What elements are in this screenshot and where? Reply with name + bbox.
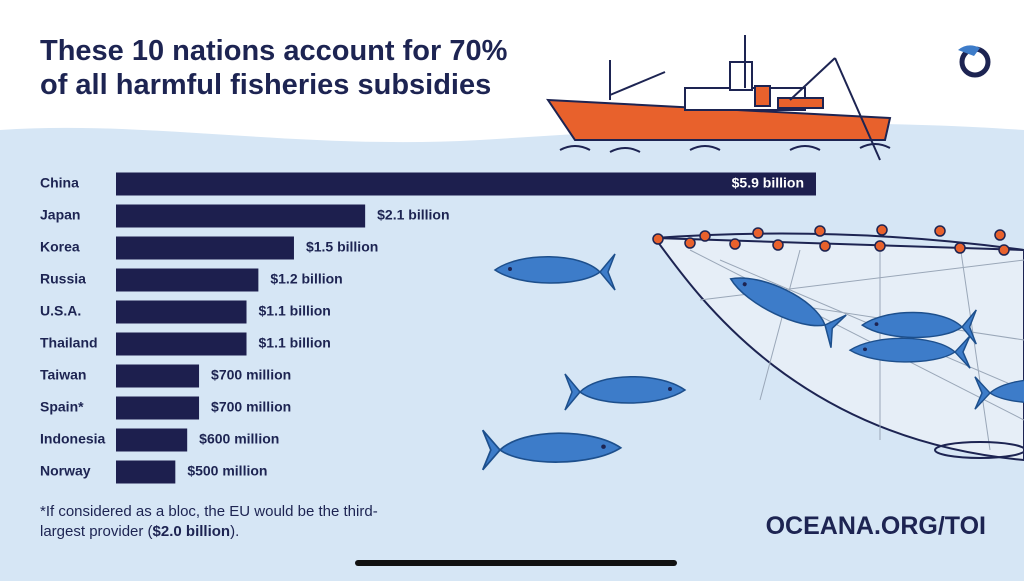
value-label: $5.9 billion [732,175,804,191]
footnote-text: ). [230,523,240,540]
value-label: $1.5 billion [306,239,378,255]
value-label: $2.1 billion [377,207,449,223]
bar [116,396,200,420]
source: OCEANA.ORG/TOI [765,512,986,540]
bar [116,332,247,356]
category-label: Spain* [40,399,84,415]
bar [116,364,200,388]
logo [958,45,991,78]
value-label: $700 million [211,367,291,383]
category-label: Thailand [40,335,98,351]
category-label: Norway [40,463,91,479]
bar [116,204,366,228]
bar [116,300,247,324]
value-label: $1.1 billion [259,303,331,319]
category-label: Russia [40,271,86,287]
category-label: Korea [40,239,80,255]
category-label: U.S.A. [40,303,81,319]
value-label: $1.2 billion [270,271,342,287]
chart-title: These 10 nations account for 70% of all … [40,35,508,101]
value-label: $600 million [199,431,279,447]
category-label: Japan [40,207,80,223]
footnote-value: $2.0 billion [152,523,231,540]
bar [116,428,188,452]
bar [116,236,294,260]
bar [116,268,259,292]
home-indicator [355,560,677,566]
category-label: Indonesia [40,431,106,447]
ship-illustration [546,35,892,161]
value-label: $500 million [187,463,267,479]
category-label: China [40,175,79,191]
footnote: *If considered as a bloc, the EU would b… [40,502,380,542]
bar [116,460,176,484]
category-label: Taiwan [40,367,86,383]
footnote-text: *If considered as a bloc, the EU would b… [40,503,378,540]
value-label: $700 million [211,399,291,415]
value-label: $1.1 billion [259,335,331,351]
bar [116,172,816,196]
